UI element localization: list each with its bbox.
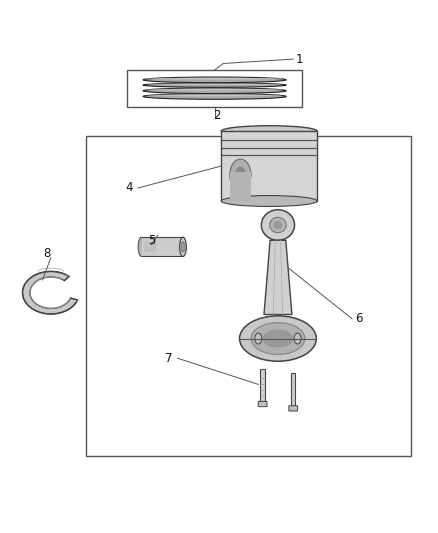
Ellipse shape	[221, 126, 317, 136]
FancyBboxPatch shape	[289, 406, 297, 411]
Polygon shape	[22, 271, 78, 314]
Ellipse shape	[180, 237, 186, 256]
Ellipse shape	[143, 88, 286, 94]
Ellipse shape	[273, 221, 283, 229]
Text: 2: 2	[213, 109, 221, 123]
FancyBboxPatch shape	[221, 131, 317, 201]
FancyBboxPatch shape	[144, 242, 156, 252]
Ellipse shape	[230, 159, 251, 190]
FancyBboxPatch shape	[221, 131, 317, 134]
Ellipse shape	[236, 167, 245, 182]
Ellipse shape	[143, 83, 286, 87]
Ellipse shape	[262, 329, 293, 348]
Ellipse shape	[255, 333, 262, 344]
Text: 4: 4	[126, 181, 133, 195]
Bar	[127, 70, 302, 107]
Ellipse shape	[221, 196, 317, 206]
Ellipse shape	[143, 94, 286, 99]
Bar	[86, 135, 411, 456]
Ellipse shape	[147, 94, 283, 96]
Ellipse shape	[138, 237, 145, 256]
FancyBboxPatch shape	[258, 401, 267, 407]
FancyBboxPatch shape	[291, 374, 295, 406]
FancyBboxPatch shape	[141, 237, 183, 256]
Text: 8: 8	[43, 247, 50, 260]
Ellipse shape	[251, 322, 305, 354]
Ellipse shape	[270, 217, 286, 233]
Ellipse shape	[240, 316, 316, 361]
Ellipse shape	[147, 88, 283, 91]
Text: 6: 6	[355, 312, 363, 325]
FancyBboxPatch shape	[230, 172, 251, 201]
FancyBboxPatch shape	[261, 369, 265, 402]
Ellipse shape	[143, 77, 286, 83]
Ellipse shape	[294, 333, 301, 344]
Ellipse shape	[147, 84, 283, 85]
Text: 1: 1	[296, 53, 304, 66]
Text: 5: 5	[148, 234, 155, 247]
Ellipse shape	[181, 241, 185, 252]
Polygon shape	[264, 240, 292, 314]
Ellipse shape	[261, 210, 294, 240]
Text: 7: 7	[165, 352, 173, 365]
Ellipse shape	[147, 78, 283, 80]
